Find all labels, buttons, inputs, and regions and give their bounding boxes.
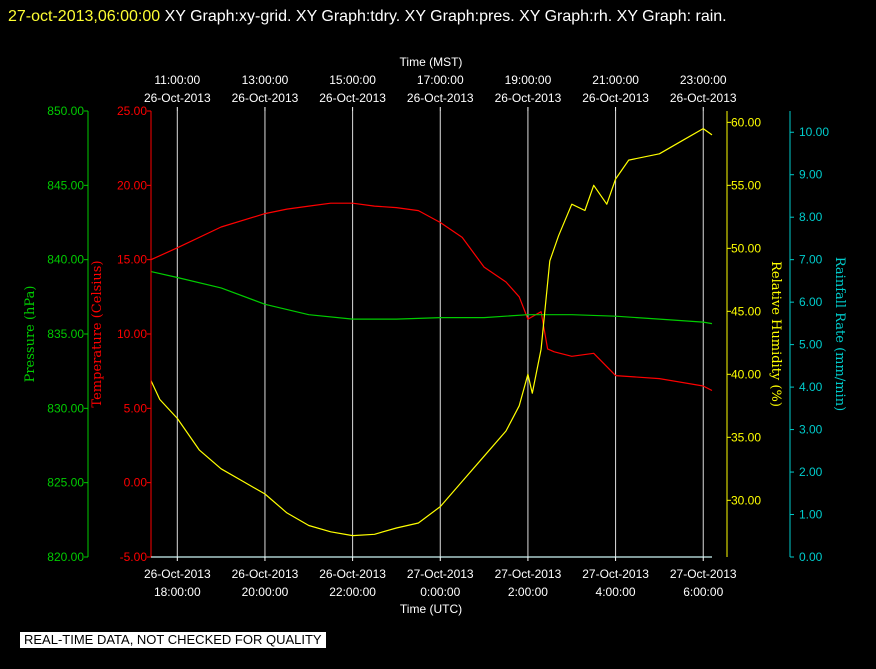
rain-tick-label-7: 3.00	[799, 423, 823, 437]
temperature-tick-label-2: 15.00	[117, 253, 147, 267]
humidity-series-line	[150, 128, 713, 537]
humidity-tick-label-1: 55.00	[731, 178, 761, 192]
temperature-tick-label-4: 5.00	[124, 401, 148, 415]
humidity-tick-label-4: 40.00	[731, 367, 761, 381]
top-tick-date-1: 26-Oct-2013	[232, 91, 299, 105]
pressure-tick-label-4: 830.00	[47, 401, 84, 415]
top-tick-date-3: 26-Oct-2013	[407, 91, 474, 105]
bottom-tick-time-6: 6:00:00	[683, 585, 723, 599]
plot-frame	[84, 107, 794, 561]
rain-tick-label-5: 5.00	[799, 338, 823, 352]
temperature-tick-label-1: 20.00	[117, 178, 147, 192]
pressure-tick-label-6: 820.00	[47, 550, 84, 564]
bottom-tick-time-0: 18:00:00	[154, 585, 201, 599]
rain-tick-label-1: 9.00	[799, 168, 823, 182]
bottom-tick-date-0: 26-Oct-2013	[144, 567, 211, 581]
grid-lines	[176, 111, 704, 557]
bottom-tick-time-5: 4:00:00	[596, 585, 636, 599]
humidity-tick-label-3: 45.00	[731, 304, 761, 318]
humidity-axis-title: Relative Humidity (%)	[768, 261, 783, 407]
pressure-tick-label-1: 845.00	[47, 178, 84, 192]
top-tick-date-0: 26-Oct-2013	[144, 91, 211, 105]
pressure-tick-label-5: 825.00	[47, 476, 84, 490]
temperature-tick-label-5: 0.00	[124, 476, 148, 490]
bottom-tick-date-1: 26-Oct-2013	[232, 567, 299, 581]
rain-tick-label-4: 6.00	[799, 295, 823, 309]
bottom-tick-date-4: 27-Oct-2013	[495, 567, 562, 581]
rain-tick-label-2: 8.00	[799, 210, 823, 224]
humidity-tick-label-6: 30.00	[731, 493, 761, 507]
rain-tick-label-3: 7.00	[799, 253, 823, 267]
quality-notice: REAL-TIME DATA, NOT CHECKED FOR QUALITY	[20, 632, 326, 648]
pressure-tick-label-2: 840.00	[47, 253, 84, 267]
pressure-tick-label-3: 835.00	[47, 327, 84, 341]
bottom-tick-time-1: 20:00:00	[242, 585, 289, 599]
rain-tick-label-10: 0.00	[799, 550, 823, 564]
header-title: 27-oct-2013,06:00:00 XY Graph:xy-grid. X…	[8, 3, 868, 31]
top-tick-time-3: 17:00:00	[417, 73, 464, 87]
temperature-series-line	[150, 202, 713, 392]
temperature-tick-label-3: 10.00	[117, 327, 147, 341]
top-tick-time-1: 13:00:00	[242, 73, 289, 87]
top-tick-date-6: 26-Oct-2013	[670, 91, 737, 105]
top-tick-time-6: 23:00:00	[680, 73, 727, 87]
tick-labels: 850.00 845.00 840.00 835.00 830.00 825.00 820.…	[23, 55, 847, 616]
bottom-tick-date-2: 26-Oct-2013	[319, 567, 386, 581]
bottom-tick-time-2: 22:00:00	[329, 585, 376, 599]
top-tick-time-0: 11:00:00	[154, 73, 200, 87]
temperature-tick-label-6: -5.00	[120, 550, 148, 564]
bottom-tick-date-6: 27-Oct-2013	[670, 567, 737, 581]
pressure-series-line	[150, 271, 713, 325]
top-tick-time-2: 15:00:00	[329, 73, 376, 87]
top-tick-date-4: 26-Oct-2013	[495, 91, 562, 105]
rain-tick-label-6: 4.00	[799, 380, 823, 394]
humidity-tick-label-2: 50.00	[731, 241, 761, 255]
series-lines	[150, 128, 713, 558]
pressure-tick-label-0: 850.00	[47, 104, 84, 118]
top-tick-time-5: 21:00:00	[592, 73, 639, 87]
top-axis-title: Time (MST)	[400, 55, 463, 69]
rain-tick-label-0: 10.00	[799, 125, 829, 139]
humidity-tick-label-5: 35.00	[731, 430, 761, 444]
bottom-tick-time-3: 0:00:00	[420, 585, 460, 599]
humidity-tick-label-0: 60.00	[731, 115, 761, 129]
rain-axis-title: Rainfall Rate (mm/min)	[832, 257, 847, 411]
bottom-tick-date-3: 27-Oct-2013	[407, 567, 474, 581]
bottom-axis-title: Time (UTC)	[400, 602, 462, 616]
top-tick-date-5: 26-Oct-2013	[582, 91, 649, 105]
bottom-tick-date-5: 27-Oct-2013	[582, 567, 649, 581]
pressure-axis-title: Pressure (hPa)	[23, 286, 38, 383]
temperature-tick-label-0: 25.00	[117, 104, 147, 118]
header-timestamp: 27-oct-2013,06:00:00	[8, 8, 161, 25]
header-graph-list: XY Graph:xy-grid. XY Graph:tdry. XY Grap…	[164, 8, 727, 25]
top-tick-time-4: 19:00:00	[505, 73, 552, 87]
temperature-axis-title: Temperature (Celsius)	[90, 260, 105, 407]
bottom-tick-time-4: 2:00:00	[508, 585, 548, 599]
top-tick-date-2: 26-Oct-2013	[319, 91, 386, 105]
rain-tick-label-8: 2.00	[799, 465, 823, 479]
rain-tick-label-9: 1.00	[799, 508, 823, 522]
